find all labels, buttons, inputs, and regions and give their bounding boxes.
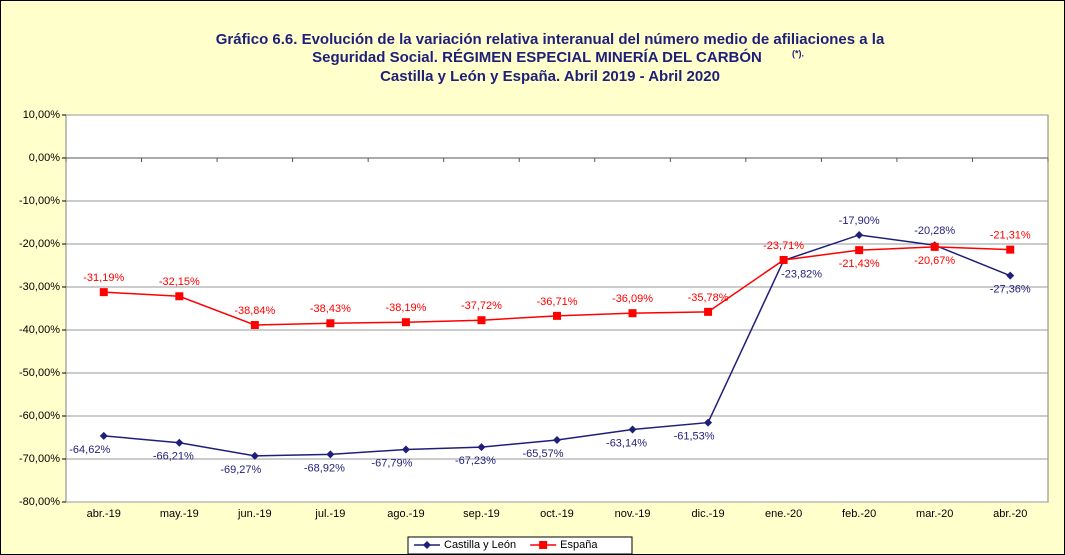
value-label: -27,36% [990,284,1031,296]
x-tick-label: mar.-20 [916,508,953,520]
x-tick-label: jun.-19 [237,508,272,520]
value-label: -20,67% [914,255,955,267]
y-tick-label: -80,00% [19,496,60,508]
y-tick-label: 10,00% [23,109,61,121]
point [1006,271,1015,280]
chart-title: Seguridad Social. RÉGIMEN ESPECIAL MINER… [312,48,762,66]
value-label: -20,28% [914,225,955,237]
value-label: -38,43% [310,303,351,315]
value-label: -32,15% [159,276,200,288]
x-tick-label: nov.-19 [615,508,651,520]
legend-label: Castilla y León [444,539,516,551]
value-label: -23,82% [781,268,822,280]
value-label: -35,78% [688,292,729,304]
point [930,242,939,251]
legend-box [407,536,633,555]
legend-marker [423,541,431,549]
value-label: -67,23% [455,455,496,467]
x-tick-label: abr.-20 [993,508,1027,520]
y-tick-label: -20,00% [19,238,60,250]
point [250,321,259,330]
y-tick-label: -60,00% [19,410,60,422]
x-tick-label: sep.-19 [463,508,500,520]
point [704,418,713,427]
value-label: -38,19% [385,302,426,314]
x-tick-label: jul.-19 [314,508,345,520]
point [401,318,410,327]
point [704,307,713,316]
value-label: -37,72% [461,300,502,312]
y-tick-label: -40,00% [19,324,60,336]
point [99,431,108,440]
x-tick-label: abr.-19 [87,508,121,520]
value-label: -36,71% [537,296,578,308]
x-tick-label: feb.-20 [842,508,876,520]
point [1006,245,1015,254]
legend-marker [539,541,548,549]
point [326,450,335,459]
point [250,451,259,460]
point [628,309,637,318]
value-label: -64,62% [69,444,110,456]
y-tick-label: -30,00% [19,281,60,293]
value-label: -67,79% [371,457,412,469]
point [99,288,108,297]
value-label: -36,09% [612,293,653,305]
value-label: -65,57% [523,448,564,460]
legend-label: España [560,539,598,551]
value-label: -31,19% [83,272,124,284]
value-label: -63,14% [606,437,647,449]
point [628,425,637,434]
chart-title: Castilla y León y España. Abril 2019 - A… [380,68,720,85]
value-label: -69,27% [220,464,261,476]
y-tick-label: -50,00% [19,367,60,379]
value-label: -23,71% [763,240,804,252]
point [855,230,864,239]
point [175,438,184,447]
value-label: -17,90% [839,215,880,227]
value-label: -21,31% [990,230,1031,242]
point [553,311,561,320]
point [553,435,561,444]
point [779,255,788,264]
y-tick-label: -10,00% [19,195,60,207]
x-tick-label: may.-19 [160,508,199,520]
chart-title: Gráfico 6.6. Evolución de la variación r… [216,31,885,48]
point [175,292,184,301]
value-label: -68,92% [304,462,345,474]
point [855,246,864,255]
value-label: -61,53% [674,430,715,442]
point [401,445,410,454]
x-tick-label: dic.-19 [692,508,725,520]
x-tick-label: oct.-19 [540,508,574,520]
title-note: (*). [792,48,804,58]
point [326,319,335,328]
value-label: -21,43% [839,258,880,270]
x-tick-label: ene.-20 [765,508,802,520]
y-tick-label: -70,00% [19,453,60,465]
value-label: -38,84% [234,305,275,317]
x-tick-label: ago.-19 [387,508,424,520]
point [477,316,486,325]
point [477,443,486,452]
value-label: -66,21% [153,451,194,463]
y-tick-label: 0,00% [29,152,60,164]
